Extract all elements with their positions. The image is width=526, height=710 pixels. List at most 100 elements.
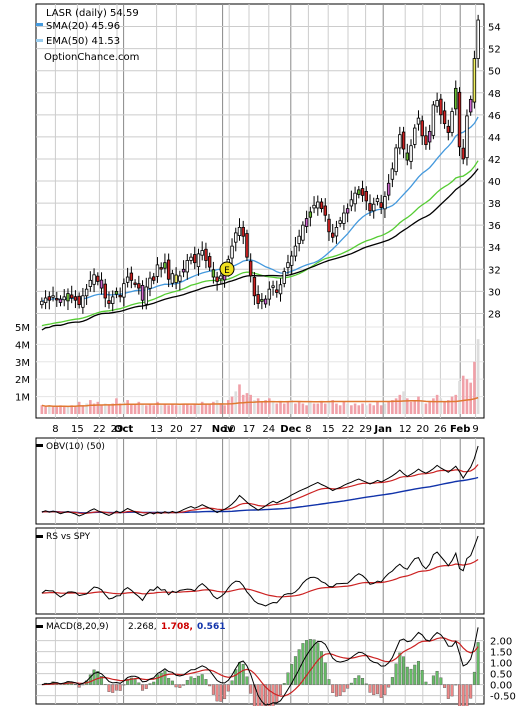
macd-histogram-bar xyxy=(249,685,252,694)
candle-body xyxy=(70,295,73,298)
candle-body xyxy=(454,88,457,109)
macd-histogram-bar xyxy=(205,679,208,684)
macd-legend-swatch xyxy=(36,625,43,628)
macd-histogram-bar xyxy=(328,679,331,684)
ema-label: EMA(50) 41.53 xyxy=(46,36,120,47)
candle-body xyxy=(190,257,193,260)
y-tick-label: 46 xyxy=(488,111,501,122)
volume-tick-label: 5M xyxy=(15,323,30,334)
candle-body xyxy=(242,227,245,236)
macd-histogram-bar xyxy=(391,677,394,684)
candle-body xyxy=(384,196,387,208)
volume-bar xyxy=(261,402,264,414)
volume-bar xyxy=(193,404,196,414)
volume-bar xyxy=(216,400,219,414)
macd-histogram-bar xyxy=(156,675,159,685)
volume-bar xyxy=(361,404,364,414)
y-tick-label: 34 xyxy=(488,243,501,254)
candle-body xyxy=(197,254,200,267)
candle-body xyxy=(451,112,454,133)
volume-bar xyxy=(246,393,249,414)
candle-body xyxy=(44,298,47,303)
volume-bar xyxy=(152,405,155,414)
y-tick-label: 54 xyxy=(488,23,501,34)
macd-histogram-bar xyxy=(152,682,155,685)
candle-body xyxy=(387,183,390,195)
volume-bar xyxy=(466,379,469,414)
macd-histogram-bar xyxy=(417,661,420,684)
candle-body xyxy=(324,206,327,215)
volume-bar xyxy=(283,404,286,414)
macd-histogram-bar xyxy=(432,676,435,685)
volume-bar xyxy=(268,398,271,414)
volume-bar xyxy=(413,400,416,414)
volume-bar xyxy=(55,407,58,414)
volume-bar xyxy=(67,407,70,414)
volume-bar xyxy=(149,404,152,414)
volume-bar xyxy=(346,404,349,414)
x-tick-label: 15 xyxy=(71,424,84,435)
volume-bar xyxy=(410,402,413,414)
macd-histogram-bar xyxy=(335,685,338,697)
obv-label: OBV(10) (50) xyxy=(46,442,105,452)
macd-histogram-bar xyxy=(279,685,282,695)
x-tick-label: 26 xyxy=(434,424,447,435)
volume-bar xyxy=(309,402,312,414)
macd-histogram-bar xyxy=(399,653,402,685)
volume-tick-label: 3M xyxy=(15,358,30,369)
volume-bar xyxy=(52,407,55,414)
candle-body xyxy=(253,277,256,296)
candle-body xyxy=(52,296,55,298)
macd-tick-label: 0.50 xyxy=(490,670,512,681)
rs-legend-swatch xyxy=(36,535,43,538)
earnings-marker-label: E xyxy=(224,266,230,276)
macd-label: MACD(8,20,9) xyxy=(46,622,109,632)
macd-histogram-bar xyxy=(294,656,297,684)
macd-histogram-bar xyxy=(387,685,390,688)
y-tick-label: 30 xyxy=(488,287,501,298)
candle-body xyxy=(41,301,44,304)
candle-body xyxy=(410,146,413,162)
macd-histogram-bar xyxy=(462,685,465,706)
x-tick-label: 22 xyxy=(93,424,106,435)
macd-tick-label: -0.50 xyxy=(490,692,516,703)
x-tick-label: 10 xyxy=(223,424,236,435)
candle-body xyxy=(119,295,122,297)
candle-body xyxy=(201,251,204,256)
candle-body xyxy=(369,204,372,211)
volume-bar xyxy=(458,381,461,414)
macd-histogram-bar xyxy=(141,685,144,691)
candle-body xyxy=(399,135,402,148)
volume-bar xyxy=(369,404,372,414)
candle-body xyxy=(440,99,443,115)
candle-body xyxy=(395,148,398,172)
volume-bar xyxy=(324,404,327,414)
candle-body xyxy=(59,299,62,302)
candle-body xyxy=(361,189,364,196)
macd-histogram-bar xyxy=(164,671,167,685)
volume-bar xyxy=(354,404,357,414)
macd-histogram-bar xyxy=(380,685,383,698)
x-tick-label: 24 xyxy=(262,424,275,435)
volume-bar xyxy=(436,395,439,414)
candle-body xyxy=(63,297,66,300)
candle-body xyxy=(436,100,439,106)
candle-body xyxy=(78,296,81,304)
volume-bar xyxy=(115,398,118,414)
candle-body xyxy=(152,277,155,281)
volume-bar xyxy=(171,404,174,414)
candle-body xyxy=(130,273,133,280)
macd-histogram-bar xyxy=(395,664,398,685)
volume-bar xyxy=(167,405,170,414)
candle-body xyxy=(164,263,167,269)
candle-body xyxy=(67,294,70,301)
macd-histogram-bar xyxy=(376,685,379,694)
rs-panel-frame xyxy=(36,528,484,614)
candle-body xyxy=(149,278,152,288)
volume-bar xyxy=(179,405,182,414)
macd-histogram-bar xyxy=(182,685,185,686)
macd-histogram-bar xyxy=(372,685,375,695)
candle-body xyxy=(138,284,141,288)
candle-body xyxy=(182,269,185,272)
